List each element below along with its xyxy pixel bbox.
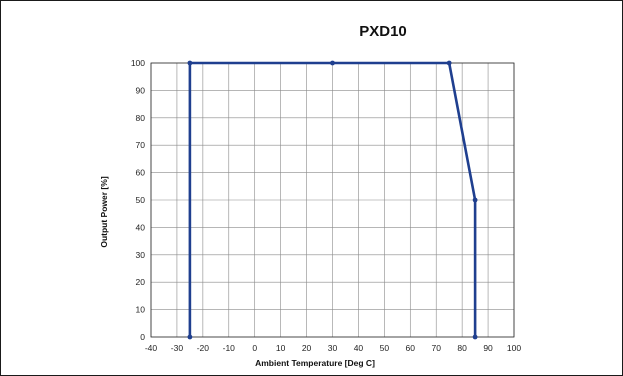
x-tick-label: 20 xyxy=(302,343,312,353)
y-tick-label: 80 xyxy=(136,113,146,123)
data-point xyxy=(187,334,193,340)
y-axis-ticks: 0 10 20 30 40 50 60 70 80 90 100 xyxy=(131,58,145,342)
y-tick-label: 0 xyxy=(140,332,145,342)
y-axis-label: Output Power [%] xyxy=(99,176,109,247)
x-tick-label: -40 xyxy=(145,343,158,353)
x-tick-label: 60 xyxy=(406,343,416,353)
x-tick-label: 70 xyxy=(431,343,441,353)
x-axis-ticks: -40 -30 -20 -10 0 10 20 30 40 50 60 70 80 90 100 xyxy=(145,343,522,353)
data-point xyxy=(187,60,193,66)
x-tick-label: -10 xyxy=(223,343,236,353)
y-tick-label: 40 xyxy=(136,222,146,232)
data-point xyxy=(472,334,478,340)
x-tick-label: -30 xyxy=(171,343,184,353)
x-tick-label: 100 xyxy=(507,343,521,353)
chart-title: PXD10 xyxy=(359,23,407,40)
y-tick-label: 90 xyxy=(136,85,146,95)
x-tick-label: 30 xyxy=(328,343,338,353)
y-tick-label: 50 xyxy=(136,195,146,205)
y-tick-label: 10 xyxy=(136,305,146,315)
x-tick-label: 90 xyxy=(483,343,493,353)
data-point xyxy=(330,60,335,66)
y-tick-label: 70 xyxy=(136,140,146,150)
series-layer xyxy=(187,60,478,340)
x-tick-label: -20 xyxy=(197,343,210,353)
y-tick-label: 30 xyxy=(136,250,146,260)
x-tick-label: 10 xyxy=(276,343,286,353)
data-point xyxy=(446,60,452,66)
x-tick-label: 0 xyxy=(252,343,257,353)
x-tick-label: 80 xyxy=(457,343,467,353)
y-tick-label: 100 xyxy=(131,58,145,68)
series-line xyxy=(188,61,477,337)
gridlines xyxy=(150,62,515,338)
x-tick-label: 50 xyxy=(380,343,390,353)
x-axis-label: Ambient Temperature [Deg C] xyxy=(255,358,375,368)
x-tick-label: 40 xyxy=(354,343,364,353)
data-point xyxy=(472,197,478,203)
y-tick-label: 20 xyxy=(136,277,146,287)
y-tick-label: 60 xyxy=(136,168,146,178)
